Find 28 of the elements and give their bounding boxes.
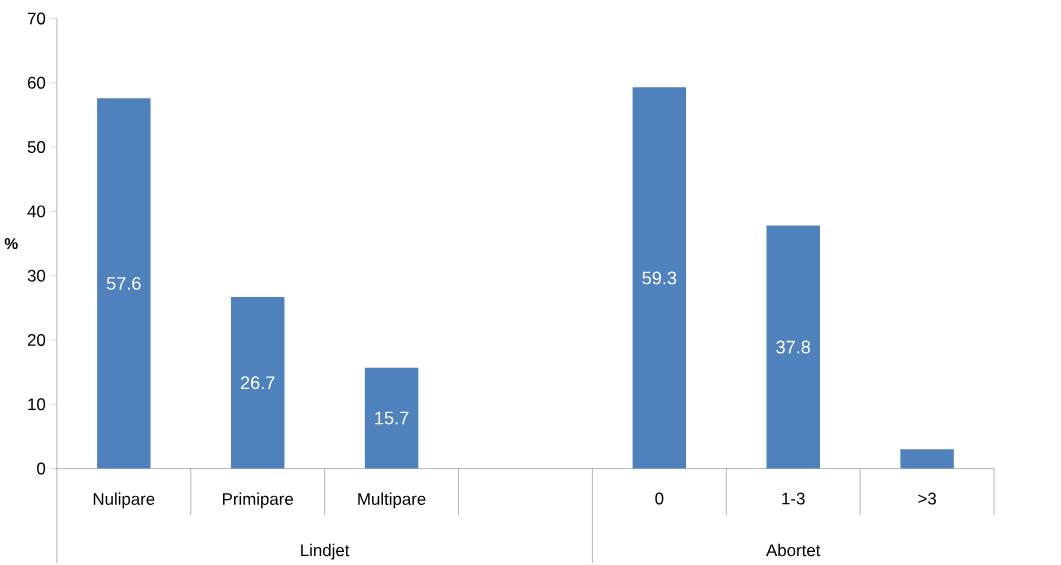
x-tick-label: 1-3 <box>782 492 805 505</box>
y-tick-label: 70 <box>27 12 46 25</box>
y-tick-label: 60 <box>27 76 46 89</box>
bar <box>97 98 151 469</box>
x-tick-label: Primipare <box>223 492 293 509</box>
y-tick-label: 50 <box>27 141 46 154</box>
y-tick-label: 40 <box>27 205 46 218</box>
data-label: 57.6 <box>106 277 141 290</box>
y-tick-label: 30 <box>27 269 46 282</box>
text: Lindjet <box>301 543 350 560</box>
data-label: 26.7 <box>240 376 275 390</box>
y-tick-label: 20 <box>27 334 46 347</box>
data-label: 59.3 <box>642 271 677 285</box>
x-tick-label: 0 <box>655 492 664 505</box>
bar <box>364 367 419 469</box>
bar <box>766 225 820 469</box>
text: Abortet <box>766 543 821 557</box>
x-tick-label: Multipare <box>358 492 426 509</box>
data-label: 37.8 <box>776 340 811 354</box>
x-tick-label: Nulipare <box>93 492 155 509</box>
bar <box>632 87 687 469</box>
bar <box>230 296 285 469</box>
y-axis-title: % <box>4 238 18 250</box>
y-tick-label: 0 <box>37 462 46 475</box>
data-label: 15.7 <box>375 411 409 425</box>
bar <box>900 449 954 469</box>
y-tick-label: 10 <box>28 398 46 411</box>
x-tick-label: >3 <box>918 492 936 505</box>
